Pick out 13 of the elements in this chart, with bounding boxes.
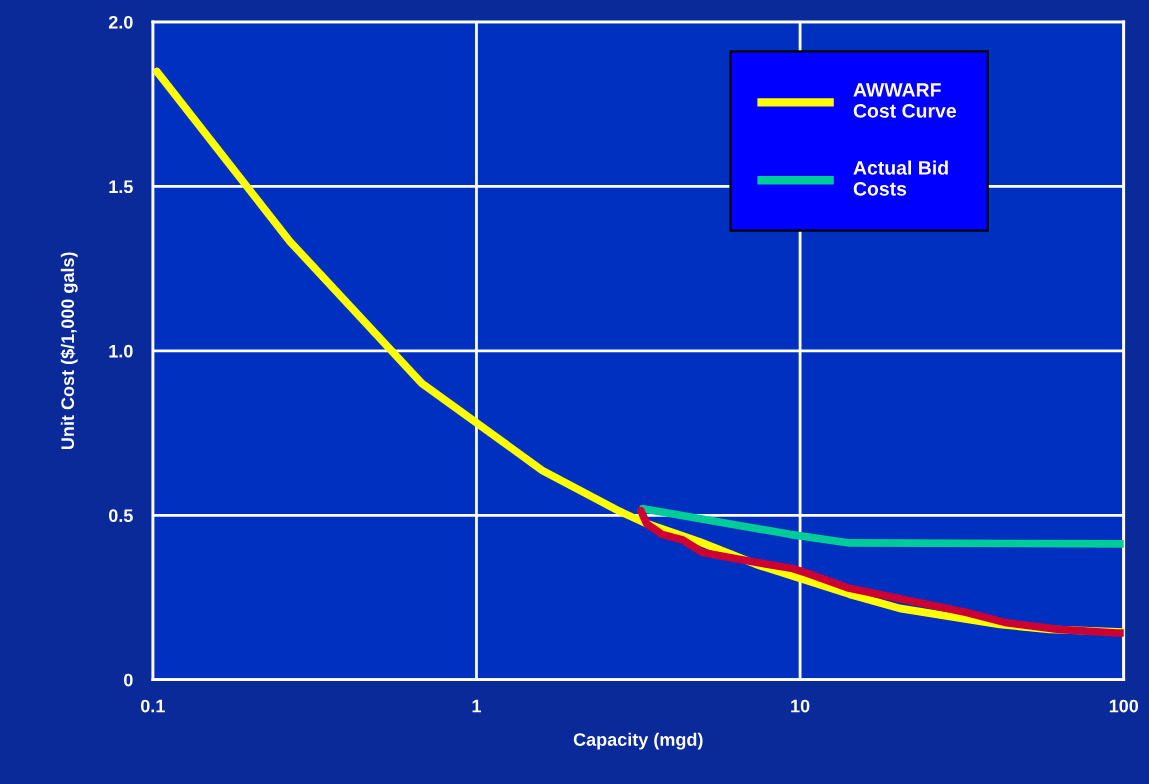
y-axis-title: Unit Cost ($/1,000 gals) <box>60 252 78 450</box>
y-tick-label: 2.0 <box>108 15 133 29</box>
x-tick-label: 0.1 <box>140 699 165 713</box>
legend-label: Actual Bid Costs <box>853 160 948 196</box>
x-axis-title: Capacity (mgd) <box>573 732 703 750</box>
y-tick-label: 0 <box>124 673 133 687</box>
y-tick-label: 0.5 <box>108 509 133 522</box>
legend-label: AWWARF Cost Curve <box>853 83 957 118</box>
x-tick-label: 1 <box>472 699 481 713</box>
y-tick-label: 1.0 <box>109 344 133 358</box>
x-tick-label: 100 <box>1109 699 1139 713</box>
x-tick-label: 10 <box>791 699 810 713</box>
y-tick-label: 1.5 <box>109 180 133 194</box>
